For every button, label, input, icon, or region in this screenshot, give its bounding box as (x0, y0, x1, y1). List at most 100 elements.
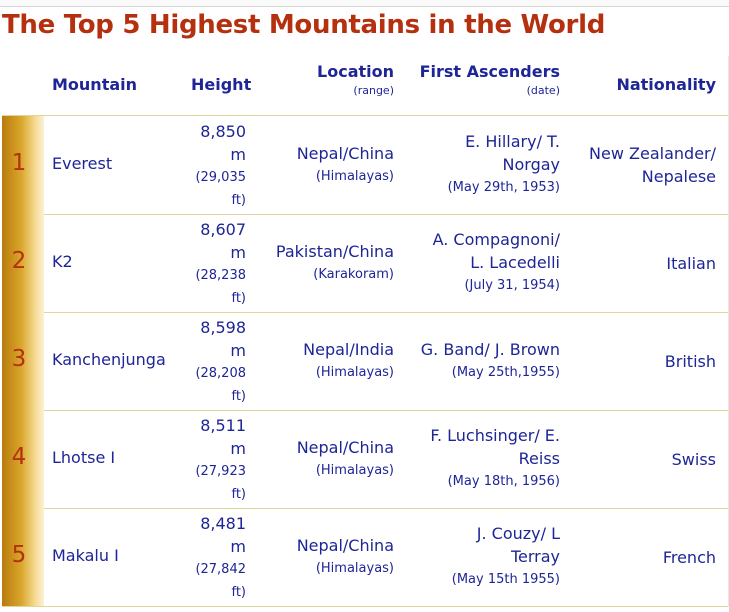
location-country: Nepal/China (296, 438, 394, 457)
height-m-unit: m (230, 243, 246, 262)
height-m-unit: m (230, 439, 246, 458)
location-range: (Himalayas) (315, 365, 394, 380)
location-cell: Nepal/India (Himalayas) (303, 338, 394, 384)
ascenders-cell: E. Hillary/ T. Norgay (May 29th, 1953) (448, 130, 560, 199)
header-nationality: Nationality (616, 75, 716, 94)
nationality-cell: French (663, 546, 716, 569)
ascenders-line-2: L. Lacedelli (470, 253, 560, 272)
height-cell: 8,598 m (28,208 ft) (189, 316, 246, 408)
table-row: 3 Kanchenjunga 8,598 m (28,208 ft) Nepal… (2, 312, 728, 411)
ascenders-cell: G. Band/ J. Brown (May 25th,1955) (421, 338, 560, 384)
rank-badge: 5 (2, 508, 44, 606)
height-cell: 8,511 m (27,923 ft) (189, 414, 246, 506)
location-range: (Himalayas) (315, 561, 394, 576)
ascent-date: (May 18th, 1956) (447, 474, 560, 489)
header-ascenders: First Ascenders (date) (420, 62, 560, 97)
height-m-unit: m (230, 145, 246, 164)
location-cell: Nepal/China (Himalayas) (297, 534, 394, 580)
height-ft-value: (28,208 (195, 366, 246, 381)
ascenders-line-2: Norgay (502, 155, 560, 174)
ascent-date: (May 15th 1955) (451, 572, 560, 587)
ascent-date: (May 25th,1955) (451, 365, 560, 380)
browser-edge (0, 0, 729, 7)
nationality-cell: Swiss (672, 448, 716, 471)
rank-number: 3 (11, 346, 27, 372)
height-m-value: 8,511 (200, 416, 246, 435)
height-ft-unit: ft) (231, 291, 246, 306)
nationality-cell: British (665, 350, 716, 373)
height-ft-value: (27,842 (195, 562, 246, 577)
ascenders-line-2: Terray (510, 547, 560, 566)
height-ft-unit: ft) (231, 193, 246, 208)
table-row: 1 Everest 8,850 m (29,035 ft) Nepal/Chin… (2, 116, 728, 215)
ascenders-line-1: J. Couzy/ L (476, 524, 560, 543)
nationality-line-1: Italian (666, 254, 716, 273)
height-cell: 8,850 m (29,035 ft) (189, 120, 246, 212)
mountain-name: Kanchenjunga (52, 350, 166, 369)
ascent-date: (July 31, 1954) (464, 278, 560, 293)
location-country: Nepal/China (296, 144, 394, 163)
rank-badge: 3 (2, 312, 44, 410)
header-mountain: Mountain (52, 75, 138, 94)
ascenders-cell: A. Compagnoni/ L. Lacedelli (July 31, 19… (433, 228, 560, 297)
ascenders-cell: F. Luchsinger/ E. Reiss (May 18th, 1956) (430, 424, 560, 493)
header-location-label: Location (317, 62, 394, 81)
mountain-name: Lhotse I (52, 448, 116, 467)
ascenders-line-1: E. Hillary/ T. (465, 132, 560, 151)
ascenders-line-1: A. Compagnoni/ (432, 230, 560, 249)
mountain-name: Makalu I (52, 546, 119, 565)
page-title: The Top 5 Highest Mountains in the World (2, 10, 605, 40)
height-ft-unit: ft) (231, 389, 246, 404)
mountain-name: Everest (52, 154, 113, 173)
rank-badge: 2 (2, 214, 44, 312)
location-range: (Himalayas) (315, 463, 394, 478)
location-country: Nepal/China (296, 536, 394, 555)
header-height: Height (191, 75, 252, 94)
rank-badge: 1 (2, 116, 44, 214)
height-ft-value: (29,035 (195, 170, 246, 185)
mountain-name: K2 (52, 252, 73, 271)
nationality-cell: New Zealander/ Nepalese (589, 142, 716, 188)
location-range: (Karakoram) (313, 267, 394, 282)
rank-number: 2 (11, 248, 27, 274)
ascenders-line-1: G. Band/ J. Brown (420, 340, 560, 359)
height-m-value: 8,598 (200, 318, 246, 337)
table-row: 5 Makalu I 8,481 m (27,842 ft) Nepal/Chi… (2, 508, 728, 607)
table-row: 4 Lhotse I 8,511 m (27,923 ft) Nepal/Chi… (2, 410, 728, 509)
location-country: Nepal/India (303, 340, 394, 359)
location-country: Pakistan/China (275, 242, 394, 261)
nationality-line-1: Swiss (671, 450, 716, 469)
rank-number: 1 (11, 150, 27, 176)
location-cell: Pakistan/China (Karakoram) (276, 240, 394, 286)
header-ascenders-sub: (date) (526, 84, 560, 97)
header-location: Location (range) (317, 62, 394, 97)
location-cell: Nepal/China (Himalayas) (297, 142, 394, 188)
height-cell: 8,607 m (28,238 ft) (189, 218, 246, 310)
height-m-value: 8,607 (200, 220, 246, 239)
table-header: Mountain Height Location (range) First A… (2, 56, 728, 116)
table-row: 2 K2 8,607 m (28,238 ft) Pakistan/China … (2, 214, 728, 313)
rank-number: 5 (11, 542, 27, 568)
header-location-sub: (range) (353, 84, 394, 97)
rank-number: 4 (11, 444, 27, 470)
ascenders-line-1: F. Luchsinger/ E. (430, 426, 560, 445)
nationality-line-2: Nepalese (641, 167, 716, 186)
nationality-line-1: British (664, 352, 716, 371)
height-m-unit: m (230, 537, 246, 556)
nationality-line-1: New Zealander/ (589, 144, 716, 163)
location-range: (Himalayas) (315, 169, 394, 184)
ascenders-line-2: Reiss (518, 449, 560, 468)
header-ascenders-label: First Ascenders (419, 62, 560, 81)
ascenders-cell: J. Couzy/ L Terray (May 15th 1955) (452, 522, 560, 591)
rank-badge: 4 (2, 410, 44, 508)
location-cell: Nepal/China (Himalayas) (297, 436, 394, 482)
nationality-cell: Italian (666, 252, 716, 275)
height-ft-value: (27,923 (195, 464, 246, 479)
mountains-table: Mountain Height Location (range) First A… (2, 56, 729, 607)
nationality-line-1: French (662, 548, 716, 567)
height-ft-unit: ft) (231, 487, 246, 502)
ascent-date: (May 29th, 1953) (447, 180, 560, 195)
height-ft-value: (28,238 (195, 268, 246, 283)
height-cell: 8,481 m (27,842 ft) (189, 512, 246, 604)
height-m-value: 8,481 (200, 514, 246, 533)
